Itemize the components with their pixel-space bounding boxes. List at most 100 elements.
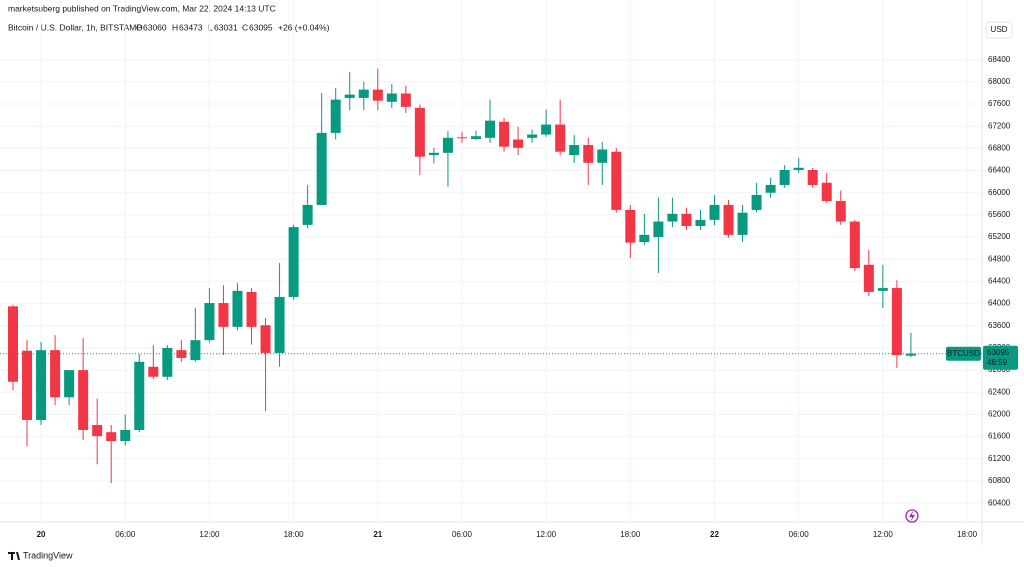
candle-body: [316, 132, 327, 205]
x-tick-label: 21: [373, 530, 382, 539]
price-box: [983, 345, 1018, 370]
candle-body: [877, 288, 888, 291]
candle-body: [64, 370, 75, 398]
candle-body: [232, 290, 243, 327]
y-tick-label: 67200: [988, 121, 1011, 130]
candle-body: [36, 350, 47, 421]
candle-body: [120, 429, 131, 442]
event-icon[interactable]: [905, 509, 919, 523]
candle-body: [148, 366, 159, 377]
candle-body: [653, 221, 664, 238]
y-tick-label: 66400: [988, 166, 1011, 175]
x-tick-label: 18:00: [620, 530, 641, 539]
candle-body: [442, 137, 453, 153]
y-tick-label: 64000: [988, 299, 1011, 308]
candle-body: [50, 350, 61, 398]
legend-item: +26 (+0.04%): [278, 22, 330, 32]
legend-item: Bitcoin / U.S. Dollar, 1h, BITSTAMP: [8, 22, 142, 32]
currency-box[interactable]: [985, 21, 1013, 39]
candle-body: [176, 350, 187, 358]
y-tick-label: 64400: [988, 277, 1011, 286]
candle-body: [597, 149, 608, 163]
candle-body: [456, 137, 467, 139]
candle-body: [22, 350, 33, 421]
candle-body: [470, 136, 481, 139]
y-tick-label: 68400: [988, 55, 1011, 64]
x-tick-label: 06:00: [452, 530, 473, 539]
candle-body: [611, 151, 622, 210]
y-tick-label: 62400: [988, 387, 1011, 396]
candle-body: [78, 370, 89, 430]
y-tick-label: 65600: [988, 210, 1011, 219]
y-tick-label: 60400: [988, 498, 1011, 507]
symbol-label: BTCUSD: [947, 349, 980, 358]
x-tick-label: 12:00: [536, 530, 557, 539]
candle-body: [541, 124, 552, 135]
x-tick-label: 06:00: [115, 530, 136, 539]
candle-body: [639, 234, 650, 243]
candle-body: [891, 288, 902, 356]
legend-item: C: [242, 22, 248, 32]
legend-item: 63473: [179, 22, 203, 32]
candle-body: [8, 306, 18, 382]
candle-body: [625, 209, 636, 243]
countdown: 46:59: [987, 358, 1008, 367]
candle-body: [681, 213, 692, 226]
candle-body: [807, 170, 818, 185]
candle-body: [204, 303, 215, 341]
y-tick-label: 62000: [988, 410, 1011, 419]
candle-body: [709, 204, 720, 220]
candle-body: [527, 134, 538, 138]
candle-body: [905, 353, 916, 356]
candle-body: [751, 194, 762, 210]
candle-body: [835, 201, 846, 222]
candle-body: [428, 152, 439, 156]
x-tick-label: 12:00: [873, 530, 894, 539]
publisher: marketsuberg published on TradingView.co…: [8, 3, 276, 13]
legend-item: H: [172, 22, 178, 32]
candle-body: [821, 182, 832, 202]
x-tick-label: 22: [710, 530, 719, 539]
candle-body: [218, 303, 229, 327]
candle-body: [667, 213, 678, 222]
candle-body: [849, 221, 860, 269]
currency: USD: [991, 25, 1008, 34]
candle-body: [513, 139, 524, 148]
candle-body: [863, 264, 874, 292]
candle-body: [190, 340, 201, 361]
candle-body: [414, 107, 425, 157]
candle-body: [695, 219, 706, 226]
candle-body: [330, 99, 341, 133]
candle-body: [737, 212, 748, 235]
candle-body: [485, 120, 496, 138]
y-tick-label: 63600: [988, 321, 1011, 330]
candle-body: [344, 94, 355, 98]
candle-body: [765, 184, 776, 193]
symbol-box: [946, 346, 981, 361]
candle-body: [106, 432, 117, 442]
legend-item: 63060: [143, 22, 167, 32]
brand: TradingView: [23, 550, 73, 560]
candle-body: [302, 204, 313, 225]
x-tick-label: 12:00: [199, 530, 220, 539]
legend-item: O: [136, 22, 143, 32]
candle-body: [386, 93, 397, 102]
candle-body: [723, 204, 734, 235]
candle-body: [162, 347, 173, 377]
y-tick-label: 68000: [988, 77, 1011, 86]
candle-body: [499, 121, 510, 147]
candle-body: [260, 325, 271, 353]
candle-body: [793, 167, 804, 171]
x-tick-label: 20: [37, 530, 46, 539]
y-tick-label: 60800: [988, 476, 1011, 485]
candle-body: [400, 93, 411, 107]
candle-body: [358, 89, 369, 98]
event-icon: [909, 511, 915, 521]
candle-body: [583, 145, 594, 163]
legend-item: 63031: [214, 22, 238, 32]
legend-item: 63095: [249, 22, 273, 32]
candle-body: [246, 291, 257, 327]
